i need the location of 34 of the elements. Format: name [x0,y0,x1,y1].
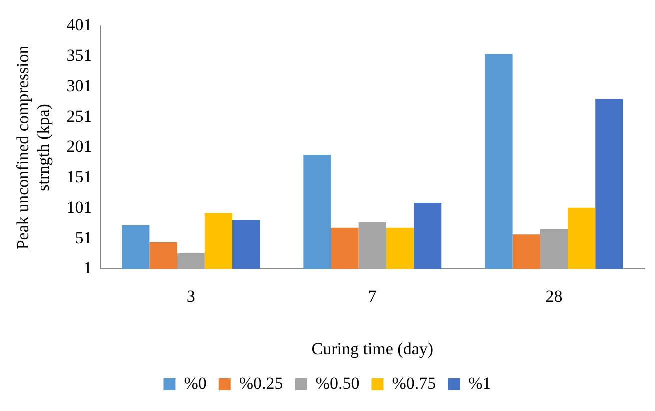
bar [568,208,596,270]
legend-label: %0.75 [392,374,436,393]
bar [540,229,568,270]
legend-label: %0.50 [316,374,360,393]
bar [596,99,624,270]
x-tick-label: 7 [368,286,378,306]
x-tick-label: 28 [546,286,563,306]
y-tick-label: 151 [66,168,92,187]
bar [386,228,414,270]
legend-label: %0 [184,374,207,393]
y-tick-label: 351 [66,46,92,66]
bar [177,253,205,270]
y-tick-label: 1 [84,258,92,278]
legend-label: %1 [468,374,492,393]
y-tick-label: 251 [66,106,92,126]
bar [122,225,150,270]
y-tick-label: 51 [75,228,92,248]
bar [204,213,232,270]
bar [512,234,540,270]
bar [358,222,386,270]
legend-label: %0.25 [239,374,284,393]
bar [150,242,178,270]
x-axis-title: Curing time (day) [312,339,434,358]
y-axis-title: Peak unconfined compression strngth (kpa) [14,45,54,250]
x-tick-label: 3 [186,286,196,306]
bar [331,228,359,270]
y-tick-label: 201 [66,137,92,156]
bar [232,220,260,270]
bar [304,154,332,270]
bar [414,202,442,270]
bar [485,54,513,270]
y-tick-label: 301 [66,76,92,96]
y-tick-label: 101 [66,198,92,217]
y-tick-label: 401 [66,16,92,35]
